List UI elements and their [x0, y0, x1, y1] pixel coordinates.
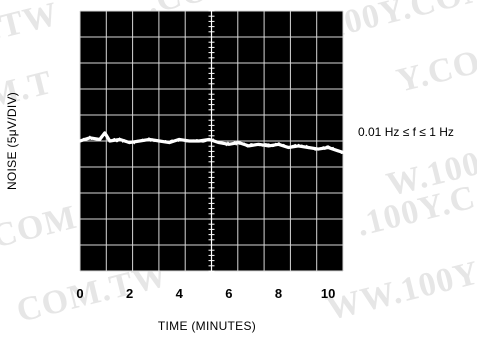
- x-tick-labels: 0 2 4 6 8 10: [76, 286, 335, 301]
- series-line-noise: [79, 131, 344, 154]
- series-line: [78, 131, 345, 154]
- watermark-text: Y.COM.T: [393, 27, 477, 99]
- x-tick-label: 10: [321, 286, 335, 301]
- x-tick-label: 4: [176, 286, 184, 301]
- x-tick-label: 6: [225, 286, 232, 301]
- x-tick-label: 0: [76, 286, 83, 301]
- frequency-annotation: 0.01 Hz ≤ f ≤ 1 Hz: [358, 125, 454, 139]
- grid: [79, 10, 344, 272]
- watermark-text: 100Y.COM: [323, 0, 477, 46]
- x-tick-label: 8: [275, 286, 282, 301]
- x-axis-label: TIME (MINUTES): [158, 319, 256, 333]
- watermark-text: .TW: [0, 0, 62, 48]
- watermark-text: .COM.: [0, 196, 90, 257]
- y-axis-label: NOISE (5μV/DIV): [5, 92, 19, 190]
- watermark-text: WW.100Y.C: [323, 246, 477, 327]
- x-tick-label: 2: [126, 286, 133, 301]
